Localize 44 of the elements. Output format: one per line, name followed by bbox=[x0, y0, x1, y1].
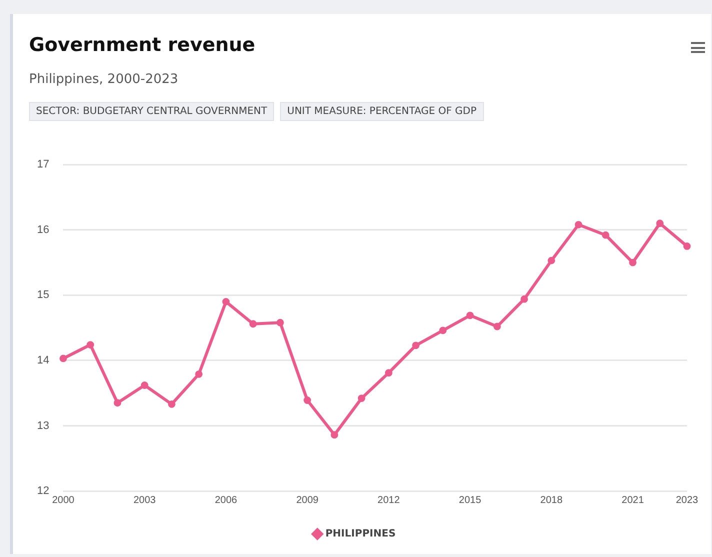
point bbox=[358, 394, 366, 402]
point bbox=[276, 318, 284, 326]
point bbox=[86, 341, 94, 348]
y-tick-label: 17 bbox=[36, 158, 50, 171]
point bbox=[439, 326, 447, 334]
point bbox=[683, 242, 691, 250]
point bbox=[249, 320, 257, 328]
point bbox=[574, 220, 582, 228]
text: SECTOR: BUDGETARY CENTRAL GOVERNMENT bbox=[29, 102, 274, 121]
point bbox=[140, 382, 148, 389]
point bbox=[168, 400, 176, 408]
point bbox=[304, 396, 312, 404]
x-tick-label: 2006 bbox=[214, 494, 238, 506]
y-tick-label: 16 bbox=[36, 224, 50, 236]
point bbox=[384, 369, 392, 377]
x-tick-label: 2012 bbox=[378, 494, 400, 506]
point bbox=[548, 256, 556, 264]
x-tick-label: 2003 bbox=[133, 494, 156, 506]
point bbox=[114, 399, 122, 407]
y-tick-label: 12 bbox=[36, 485, 50, 498]
y-tick-label: 13 bbox=[36, 420, 50, 432]
y-tick-label: 15 bbox=[36, 289, 50, 302]
x-tick-label: 2000 bbox=[52, 494, 75, 506]
point bbox=[629, 258, 636, 266]
chart-title: Government revenue bbox=[29, 34, 256, 56]
point bbox=[222, 298, 230, 306]
legend-label: PHILIPPINES bbox=[325, 528, 396, 540]
chart-subtitle: Philippines, 2000-2023 bbox=[29, 72, 178, 87]
point bbox=[195, 370, 203, 378]
x-tick-label: 2021 bbox=[622, 494, 644, 506]
point bbox=[493, 322, 501, 330]
x-tick-label: 2023 bbox=[676, 494, 699, 506]
point bbox=[60, 354, 67, 362]
x-tick-label: 2018 bbox=[540, 494, 563, 506]
point bbox=[466, 312, 474, 320]
point bbox=[330, 431, 338, 439]
x-tick-label: 2009 bbox=[296, 494, 319, 506]
point bbox=[602, 231, 610, 239]
y-tick-label: 14 bbox=[36, 354, 50, 366]
text: UNIT MEASURE: PERCENTAGE OF GDP bbox=[280, 102, 484, 121]
point bbox=[520, 295, 528, 303]
point bbox=[412, 342, 420, 350]
x-tick-label: 2015 bbox=[458, 494, 482, 506]
point bbox=[656, 220, 664, 228]
